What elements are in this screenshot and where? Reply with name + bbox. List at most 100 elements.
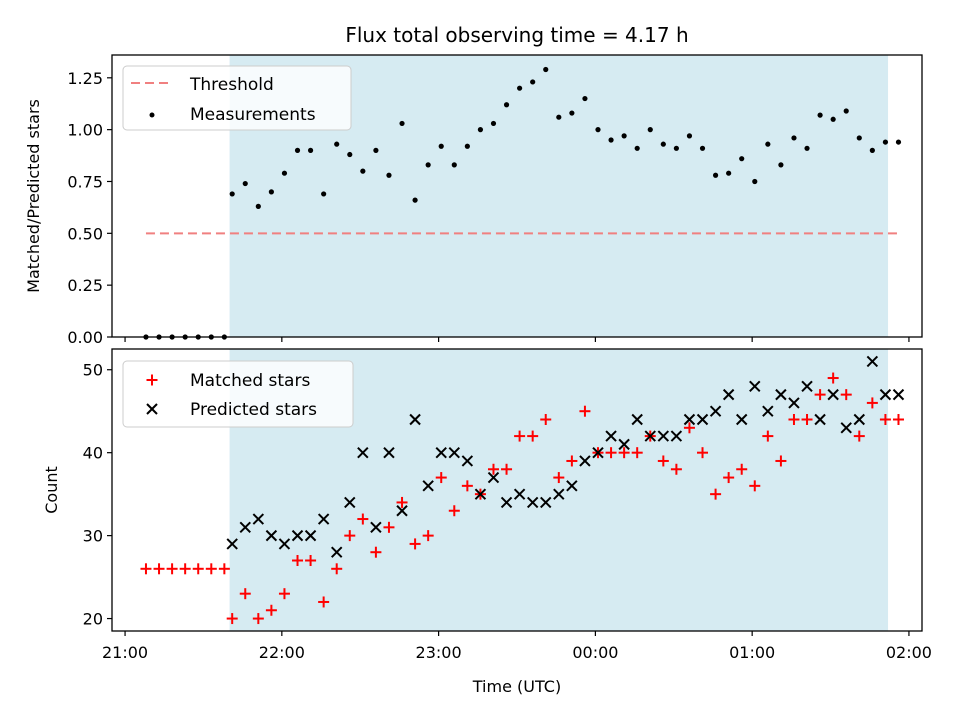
matched-star-point [527, 430, 539, 442]
measurement-point [543, 66, 549, 73]
measurement-point [255, 203, 261, 209]
matched-star-point [827, 372, 839, 384]
measurement-point [660, 141, 666, 147]
measurement-point [464, 143, 470, 149]
predicted-star-point [526, 496, 539, 509]
predicted-star-point [749, 380, 761, 393]
measurement-point [791, 135, 797, 141]
x-tick-label: 00:00 [572, 643, 618, 662]
y-tick-label: 40 [83, 444, 103, 463]
predicted-star-point [775, 388, 787, 401]
measurement-point [477, 127, 484, 133]
measurement-point [895, 139, 902, 145]
predicted-star-point [722, 388, 735, 401]
top-panel: Flux total observing time = 4.17 h 0.000… [24, 23, 923, 347]
predicted-star-point [252, 513, 265, 525]
matched-star-point [553, 472, 565, 484]
top-y-ticks: 0.00 0.25 0.50 0.75 1.00 1.25 [67, 69, 112, 347]
matched-star-point [226, 613, 238, 625]
matched-star-point [631, 447, 643, 459]
measurement-point [268, 189, 274, 195]
predicted-star-point [435, 446, 447, 459]
matched-star-point [605, 447, 617, 459]
measurement-point [712, 172, 719, 178]
matched-star-point [205, 563, 217, 575]
predicted-star-point [540, 496, 552, 509]
matched-star-point [153, 563, 165, 575]
predicted-star-point [487, 471, 500, 484]
matched-star-point [775, 455, 787, 467]
top-x-ticks [124, 337, 910, 342]
predicted-star-point [579, 455, 591, 467]
predicted-star-point [474, 488, 487, 500]
y-tick-label: 30 [83, 527, 103, 546]
top-legend: Threshold Measurements [122, 65, 352, 131]
top-axes-frame [111, 54, 923, 338]
predicted-star-point [670, 430, 683, 442]
legend-matched-marker [146, 374, 158, 386]
predicted-star-point [370, 521, 382, 534]
legend-predicted-marker [146, 403, 158, 415]
predicted-star-point [736, 413, 748, 426]
predicted-star-point [344, 496, 356, 509]
legend-matched-label: Matched stars [190, 371, 310, 391]
predicted-star-point [801, 380, 813, 393]
bottom-y-ticks: 20 30 40 50 [83, 361, 112, 629]
measurement-point [307, 147, 314, 153]
predicted-star-point [553, 488, 565, 500]
predicted-star-point [631, 413, 643, 426]
predicted-star-point [396, 505, 408, 517]
predicted-star-point [592, 446, 604, 459]
top-legend-box [122, 65, 352, 131]
x-axis-label: Time (UTC) [472, 677, 561, 696]
measurement-point [699, 145, 706, 151]
predicted-star-point [683, 413, 696, 426]
matched-star-point [422, 530, 434, 542]
matched-star-point [853, 430, 865, 442]
measurement-point [752, 178, 758, 185]
matched-star-point [409, 538, 421, 550]
predicted-star-point [762, 405, 774, 417]
y-tick-label: 0.25 [67, 276, 103, 295]
matched-star-point [487, 463, 499, 475]
matched-star-point [344, 530, 356, 542]
y-tick-label: 0.75 [67, 172, 103, 191]
matched-star-point [179, 563, 191, 575]
measurement-point [281, 170, 288, 176]
legend-measurements-label: Measurements [190, 105, 316, 125]
y-tick-label: 0.50 [67, 224, 103, 243]
measurement-point [869, 147, 875, 153]
predicted-star-point [709, 405, 722, 417]
matched-star-point [723, 472, 735, 484]
measurement-point [412, 197, 418, 203]
measurement-point [229, 191, 235, 197]
measurement-point [517, 85, 523, 91]
measurement-point [569, 110, 575, 116]
matched-star-point [265, 604, 277, 616]
measurement-point [438, 143, 444, 149]
matched-star-point [710, 488, 722, 500]
predicted-star-point [500, 496, 513, 509]
x-tick-label: 01:00 [729, 643, 775, 662]
matched-star-point [892, 414, 904, 425]
matched-star-point [879, 414, 891, 425]
predicted-star-point [892, 388, 905, 401]
matched-star-point [501, 463, 513, 475]
matched-star-point [670, 463, 682, 475]
measurement-point [386, 172, 392, 178]
measurement-point [739, 156, 745, 162]
measurement-point [347, 151, 353, 158]
measurement-point [686, 133, 693, 139]
measurement-point [882, 139, 889, 145]
measurement-point [726, 170, 732, 176]
predicted-star-point [605, 430, 617, 442]
matched-star-point [736, 463, 748, 475]
matched-star-point [305, 555, 317, 566]
x-tick-label: 02:00 [886, 643, 932, 662]
chart-title: Flux total observing time = 4.17 h [345, 23, 688, 47]
predicted-star-point [304, 529, 317, 542]
measurement-point [425, 162, 431, 168]
predicted-star-point [657, 430, 670, 442]
predicted-star-point [827, 388, 839, 401]
